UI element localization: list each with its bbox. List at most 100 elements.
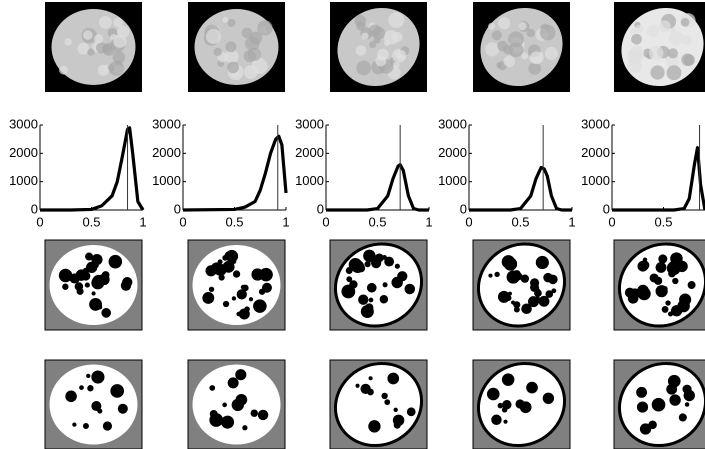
y-tick-label: 1000 [581,173,610,188]
mask-spot [548,275,558,285]
texture [667,65,682,80]
mask-spot [625,288,635,298]
texture [647,25,659,37]
histogram-curve [469,168,572,211]
texture [98,65,109,76]
texture [627,58,642,73]
y-tick-label: 1000 [9,173,38,188]
texture [669,31,684,46]
mask-spot [242,425,247,430]
mask-spot [241,285,246,290]
histogram: 010002000300000.51 [152,116,290,229]
mask-spot [658,254,667,263]
mask-spot [648,421,657,430]
texture [649,46,663,60]
mask-spot [654,277,662,285]
mask-spot [685,402,689,406]
mask-spot [367,389,374,396]
mask-spot [92,291,96,295]
texture [369,24,381,36]
texture [635,25,643,33]
mask-spot [72,423,76,427]
texture [682,35,692,45]
texture [117,25,129,37]
texture [361,33,368,40]
mask-spot [83,423,89,429]
mask-spot [369,298,374,303]
texture [214,48,222,56]
mask-spot [222,403,227,408]
mask-spot [258,410,268,420]
mask-spot [87,385,93,391]
mask-spot [521,274,529,282]
mask-spot [86,374,90,378]
mask-spot [101,308,111,318]
figure: 010002000300000.51010002000300000.510100… [0,0,705,449]
mask-spot [358,295,368,305]
texture [369,41,376,48]
mask-spot [636,387,647,398]
mask-spot [382,255,387,260]
texture [227,62,239,74]
mask-spot [85,253,93,261]
mask-spot [367,283,377,293]
mask-spot [505,295,511,301]
mask-spot [223,301,229,307]
texture [384,30,399,45]
mask-spot [526,382,538,394]
mask-spot [394,408,398,412]
mask-spot [363,250,375,262]
texture [222,17,228,23]
y-tick-label: 3000 [152,116,181,131]
texture [540,25,556,41]
x-tick-label: 0 [322,214,329,229]
mask-spot [113,261,119,267]
mask-spot [656,285,668,297]
mask-spot [502,373,515,386]
texture [356,21,365,30]
y-tick-label: 2000 [438,145,467,160]
y-tick-label: 2000 [581,145,610,160]
x-tick-label: 0.5 [82,214,100,229]
texture [681,18,690,27]
mask-spot [380,295,388,303]
mask-spot [85,283,90,288]
mask-spot [236,312,241,317]
mask-spot [638,287,651,300]
mask-spot [637,401,648,412]
texture [488,23,495,30]
texture [59,66,68,75]
page: 010002000300000.51010002000300000.510100… [0,0,705,449]
x-tick-label: 0.5 [654,214,672,229]
histogram: 010002000300000.51 [438,116,576,229]
mask-spot [672,278,678,284]
texture [497,41,507,51]
mask-spot [118,404,128,414]
texture [496,62,502,68]
texture [492,30,502,40]
mask-spot [407,407,416,416]
texture [206,29,221,44]
mask-spot [667,261,681,275]
mask-spot [397,271,407,281]
mask-spot [79,385,84,390]
x-tick-label: 0 [36,214,43,229]
x-tick-label: 0 [465,214,472,229]
mask-spot [244,306,250,312]
mask-spot [92,275,105,288]
mask-spot [364,261,370,267]
mask-spot [521,303,532,314]
mask-spot [405,284,416,295]
mask-spot [668,375,681,388]
mask-spot [349,258,362,271]
mask-spot [539,296,550,307]
mask-spot [638,261,649,272]
mask-spot [668,312,673,317]
mask-spot [202,292,214,304]
mask-spot [393,415,404,426]
texture [631,34,642,45]
y-tick-label: 2000 [295,145,324,160]
texture [109,61,124,76]
mask-spot [251,409,258,416]
mask-spot [341,285,355,299]
